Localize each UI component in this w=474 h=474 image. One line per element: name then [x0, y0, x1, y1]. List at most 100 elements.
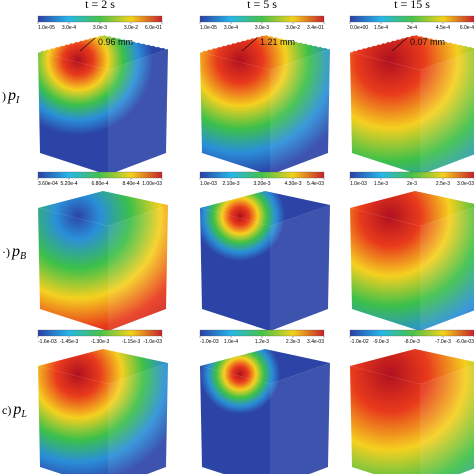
- column-title: t = 2 s: [85, 0, 115, 11]
- colorbar-tick-label: 3.4e-01: [307, 25, 324, 31]
- cube-front-face: [38, 366, 108, 474]
- cube-front-face: [200, 52, 270, 175]
- cube-top-face: [38, 349, 168, 384]
- row-subscript: I: [15, 95, 20, 106]
- annotation-line: [349, 34, 474, 53]
- row-symbol: p: [12, 401, 21, 418]
- row-prefix: c): [2, 403, 11, 417]
- cube-top-face: [350, 191, 474, 226]
- colorbar-tick-label: -1.0e-03: [143, 339, 162, 345]
- colorbar-tick-label: -1.15e-3: [122, 339, 141, 345]
- colorbar-tick-label: 2.3e-3: [286, 339, 300, 345]
- colorbar-tick-label: 1.2e-3: [255, 339, 269, 345]
- colorbar: [37, 329, 163, 337]
- colorbar-tick-label: 3.60e-04: [38, 181, 58, 187]
- colorbar-tick-label: 1.00e-03: [142, 181, 162, 187]
- colorbar-tick-label: 3.0e-3: [93, 25, 107, 31]
- colorbar-tick-label: 3.0e-3: [255, 25, 269, 31]
- cube-top-face: [38, 35, 168, 70]
- cube-side-face: [108, 49, 168, 175]
- colorbar-tick-label: -9.0e-3: [373, 339, 389, 345]
- annotation: 1.21 mm: [260, 37, 295, 47]
- annotation-leader: [79, 37, 96, 52]
- cube-top-face: [350, 35, 474, 70]
- annotation: 0.07 mm: [410, 37, 445, 47]
- colorbar-tick-label: 3.0e-03: [457, 181, 474, 187]
- colorbar-tick-label: 0.0e+00: [350, 25, 368, 31]
- colorbar-tick-label: 5.4e-03: [307, 181, 324, 187]
- colorbar-tick-label: 3e-4: [407, 25, 417, 31]
- colorbar-tick-label: 4.30e-3: [285, 181, 302, 187]
- colorbar-tick-label: 8.40e-4: [123, 181, 140, 187]
- cube-front-face: [38, 208, 108, 331]
- annotation-leader: [391, 37, 408, 52]
- colorbar-tick-label: -1.30e-3: [91, 339, 110, 345]
- colorbar-tick-label: 3.0e-2: [286, 25, 300, 31]
- cube-top-face: [200, 35, 330, 70]
- cube-front-face: [200, 208, 270, 331]
- cube-front-face: [350, 366, 420, 474]
- row-subscript: B: [20, 251, 26, 262]
- annotation-line: [37, 34, 169, 53]
- cube-top-face: [350, 349, 474, 384]
- cube-front-face: [38, 52, 108, 175]
- colorbar-tick-label: 6.0e-4: [460, 25, 474, 31]
- colorbar-tick-label: 2.10e-3: [223, 181, 240, 187]
- colorbar: [199, 171, 325, 179]
- cube-side-face: [270, 205, 330, 331]
- row-label: ) pI: [2, 87, 20, 106]
- row-prefix: ): [2, 89, 6, 103]
- cube-front-face: [350, 52, 420, 175]
- colorbar-tick-label: 1.0e-05: [200, 25, 217, 31]
- colorbar-tick-label: 3.20e-3: [254, 181, 271, 187]
- row-label: c) pL: [2, 401, 27, 420]
- cube-side-face: [108, 205, 168, 331]
- colorbar: [37, 15, 163, 23]
- colorbar: [37, 171, 163, 179]
- colorbar-tick-label: 2.5e-3: [436, 181, 450, 187]
- colorbar-tick-label: -1.0e-02: [350, 339, 369, 345]
- colorbar-tick-label: 1.5e-3: [374, 181, 388, 187]
- cube-side-face: [108, 363, 168, 474]
- cube-top-face: [38, 191, 168, 226]
- annotation-leader: [241, 37, 258, 52]
- cube-top-face: [200, 349, 330, 384]
- cube-side-face: [420, 207, 474, 331]
- row-prefix: ·): [2, 245, 10, 259]
- colorbar-tick-label: -1.45e-3: [60, 339, 79, 345]
- row-symbol: p: [7, 87, 16, 104]
- cube-side-face: [270, 363, 330, 474]
- cube-side-face: [270, 49, 330, 175]
- annotation-line: [199, 34, 331, 53]
- colorbar-tick-label: 1.0e-05: [38, 25, 55, 31]
- colorbar: [349, 171, 474, 179]
- colorbar-tick-label: 3.4e-03: [307, 339, 324, 345]
- colorbar-tick-label: 1.0e-4: [224, 339, 238, 345]
- cube-side-face: [420, 365, 474, 474]
- colorbar-tick-label: 1.0e-03: [350, 181, 367, 187]
- colorbar-tick-label: 4.5e-4: [436, 25, 450, 31]
- cube-side-face: [420, 51, 474, 175]
- row-label: ·) pB: [2, 243, 26, 262]
- colorbar-tick-label: 1.0e-03: [200, 181, 217, 187]
- cube-front-face: [350, 208, 420, 331]
- colorbar-tick-label: -8.0e-3: [404, 339, 420, 345]
- colorbar: [349, 15, 474, 23]
- row-symbol: p: [11, 243, 20, 260]
- colorbar: [349, 329, 474, 337]
- colorbar-tick-label: 1.5e-4: [374, 25, 388, 31]
- colorbar-tick-label: 3.0e-2: [124, 25, 138, 31]
- column-title: t = 15 s: [394, 0, 430, 11]
- row-subscript: L: [20, 409, 27, 420]
- colorbar-tick-label: -6.0e-03: [455, 339, 474, 345]
- cube-top-face: [200, 191, 330, 226]
- colorbar: [199, 329, 325, 337]
- colorbar-tick-label: 3.0e-4: [62, 25, 76, 31]
- column-title: t = 5 s: [247, 0, 277, 11]
- colorbar-tick-label: -7.0e-3: [435, 339, 451, 345]
- colorbar-tick-label: 6.80e-4: [92, 181, 109, 187]
- colorbar-tick-label: -1.0e-03: [200, 339, 219, 345]
- colorbar-tick-label: 6.0e-01: [145, 25, 162, 31]
- colorbar: [199, 15, 325, 23]
